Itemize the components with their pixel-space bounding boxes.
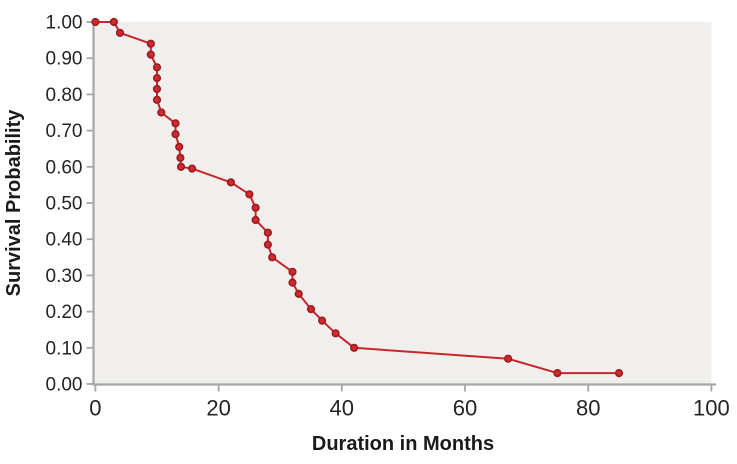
data-point-marker [306, 305, 316, 314]
data-point-marker [188, 164, 197, 173]
x-tick-label: 100 [693, 396, 730, 421]
data-point-marker [331, 329, 340, 338]
axis-layer: 0.00 0.10 0.20 0.30 0.40 0.50 0.60 0.70 0.80 0.90… [46, 13, 730, 421]
y-tick-label: 0.70 [46, 121, 83, 142]
data-point-marker [226, 178, 235, 187]
y-tick-label: 0.80 [46, 85, 83, 106]
data-point-marker [91, 17, 100, 27]
y-tick-label: 0.40 [46, 230, 83, 251]
y-tick-label: 0.10 [46, 338, 83, 359]
y-axis-title: Survival Probability [3, 109, 25, 297]
data-point-marker [109, 17, 118, 27]
y-tick-label: 0.30 [46, 266, 83, 287]
data-point-marker [263, 228, 273, 237]
data-point-marker [288, 278, 297, 287]
x-tick-label: 80 [576, 396, 600, 421]
data-point-marker [263, 240, 273, 249]
data-point-marker [614, 369, 624, 378]
y-tick-label: 1.00 [46, 13, 83, 34]
data-point-marker [146, 50, 155, 59]
data-point-marker [146, 39, 155, 48]
data-point-marker [294, 289, 303, 299]
data-point-marker [152, 73, 162, 83]
data-point-marker [175, 142, 184, 151]
data-point-marker [157, 108, 166, 117]
plot-area-background [93, 22, 712, 385]
y-tick-label: 0.20 [46, 302, 83, 323]
data-point-marker [152, 95, 162, 104]
x-tick-label: 20 [206, 396, 230, 421]
data-point-marker [152, 63, 162, 72]
data-point-marker [268, 253, 277, 262]
data-point-marker [152, 84, 162, 94]
y-tick-label: 0.50 [46, 194, 83, 215]
data-point-marker [288, 267, 297, 276]
x-axis-title: Duration in Months [312, 433, 494, 455]
data-point-marker [350, 343, 359, 352]
data-point-marker [504, 354, 513, 363]
data-point-marker [171, 119, 180, 128]
data-point-marker [553, 369, 562, 378]
y-tick-label: 0.00 [46, 375, 83, 396]
data-point-marker [176, 153, 185, 162]
plot-layer [93, 22, 712, 385]
data-point-marker [251, 215, 260, 225]
y-tick-label: 0.60 [46, 157, 83, 178]
series-layer [91, 17, 624, 378]
x-tick-label: 60 [453, 396, 477, 421]
data-point-marker [115, 28, 125, 38]
x-tick-label: 0 [89, 396, 101, 421]
data-point-marker [318, 316, 327, 325]
data-point-marker [245, 190, 254, 199]
x-tick-label: 40 [330, 396, 354, 421]
data-point-marker [251, 203, 260, 212]
y-tick-label: 0.90 [46, 49, 83, 70]
data-point-marker [171, 130, 180, 139]
data-point-marker [176, 162, 186, 171]
